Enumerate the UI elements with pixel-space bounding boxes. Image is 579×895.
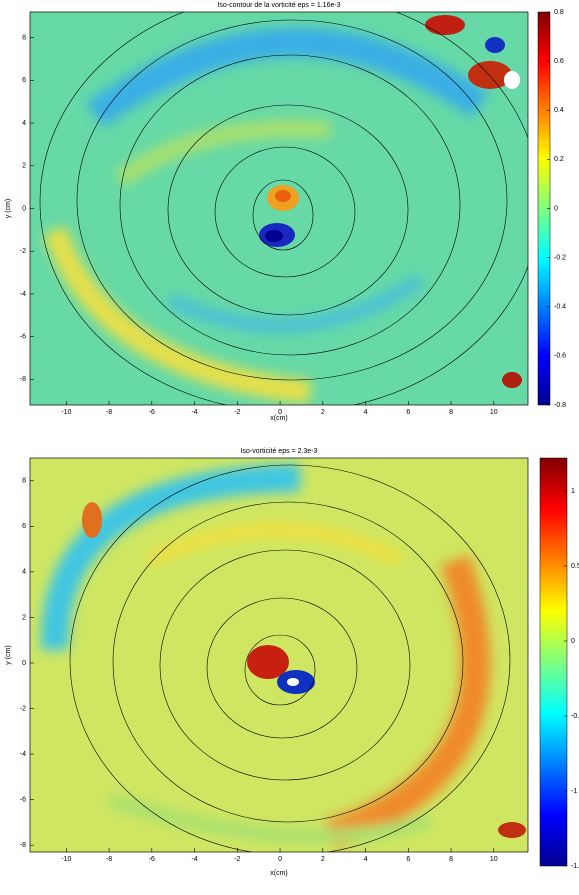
- x-tick-label: 6: [406, 856, 410, 863]
- y-tick-label: 8: [22, 34, 26, 41]
- contour-field: [30, 12, 528, 405]
- x-tick-label: -8: [106, 856, 112, 863]
- x-axis-label: x(cm): [270, 870, 288, 877]
- y-tick-label: 0: [22, 205, 26, 212]
- colorbar-tick-label: -0.5: [571, 713, 579, 720]
- contour-field: [30, 458, 528, 852]
- x-tick-label: -4: [191, 856, 197, 863]
- x-tick-label: -6: [149, 856, 155, 863]
- x-tick-label: 4: [364, 856, 368, 863]
- y-tick-label: 0: [22, 660, 26, 667]
- x-tick-label: -6: [149, 409, 155, 416]
- x-tick-label: 2: [321, 856, 325, 863]
- y-tick-label: 8: [22, 478, 26, 485]
- x-tick-label: -4: [191, 409, 197, 416]
- x-tick-label: 10: [490, 856, 498, 863]
- colorbar-tick-label: 0.4: [554, 107, 564, 114]
- x-tick-label: -8: [106, 409, 112, 416]
- x-tick-label: -10: [61, 409, 71, 416]
- colorbar-tick-label: 1: [571, 488, 575, 495]
- chart-title: Iso-vorticité eps = 2.3e-3: [241, 448, 318, 455]
- colorbar-tick-label: 0.8: [554, 9, 564, 16]
- colorbar-tick-label: -0.2: [554, 254, 566, 261]
- x-tick-label: 8: [449, 856, 453, 863]
- y-tick-label: -4: [20, 751, 26, 758]
- y-axis-label: y (cm): [5, 645, 12, 664]
- colorbar-tick-label: -0.6: [554, 353, 566, 360]
- x-tick-label: 0: [278, 856, 282, 863]
- x-tick-label: -2: [234, 409, 240, 416]
- x-tick-label: 6: [406, 409, 410, 416]
- x-axis-label: x(cm): [270, 415, 288, 422]
- colorbar-tick-label: 0.5: [571, 563, 579, 570]
- colorbar-tick-label: -1: [571, 788, 577, 795]
- y-tick-label: 4: [22, 120, 26, 127]
- x-tick-label: -2: [234, 856, 240, 863]
- colorbar-tick-label: 0.2: [554, 156, 564, 163]
- y-tick-label: 2: [22, 614, 26, 621]
- colorbar-tick-label: -1.5: [571, 863, 579, 870]
- colorbar-tick-label: 0: [571, 638, 575, 645]
- colorbar: [539, 457, 568, 867]
- colorbar-tick-label: -0.8: [554, 402, 566, 409]
- x-tick-label: 10: [490, 409, 498, 416]
- colorbar-tick-label: 0: [554, 205, 558, 212]
- x-tick-label: 8: [449, 409, 453, 416]
- y-tick-label: 2: [22, 163, 26, 170]
- y-tick-label: -6: [20, 796, 26, 803]
- chart-title: Iso-contour de la vorticité eps = 1.16e-…: [217, 2, 340, 9]
- y-tick-label: -6: [20, 333, 26, 340]
- y-tick-label: -8: [20, 842, 26, 849]
- y-tick-label: -8: [20, 376, 26, 383]
- x-tick-label: 0: [278, 409, 282, 416]
- x-tick-label: 4: [364, 409, 368, 416]
- y-tick-label: -2: [20, 248, 26, 255]
- y-axis-label: y (cm): [5, 199, 12, 218]
- y-tick-label: -4: [20, 291, 26, 298]
- y-tick-label: 4: [22, 569, 26, 576]
- colorbar-tick-label: -0.4: [554, 304, 566, 311]
- x-tick-label: -10: [61, 856, 71, 863]
- x-tick-label: 2: [321, 409, 325, 416]
- plot-frame: [29, 457, 529, 853]
- y-tick-label: -2: [20, 705, 26, 712]
- colorbar-tick-label: 0.6: [554, 58, 564, 65]
- y-tick-label: 6: [22, 77, 26, 84]
- y-tick-label: 6: [22, 523, 26, 530]
